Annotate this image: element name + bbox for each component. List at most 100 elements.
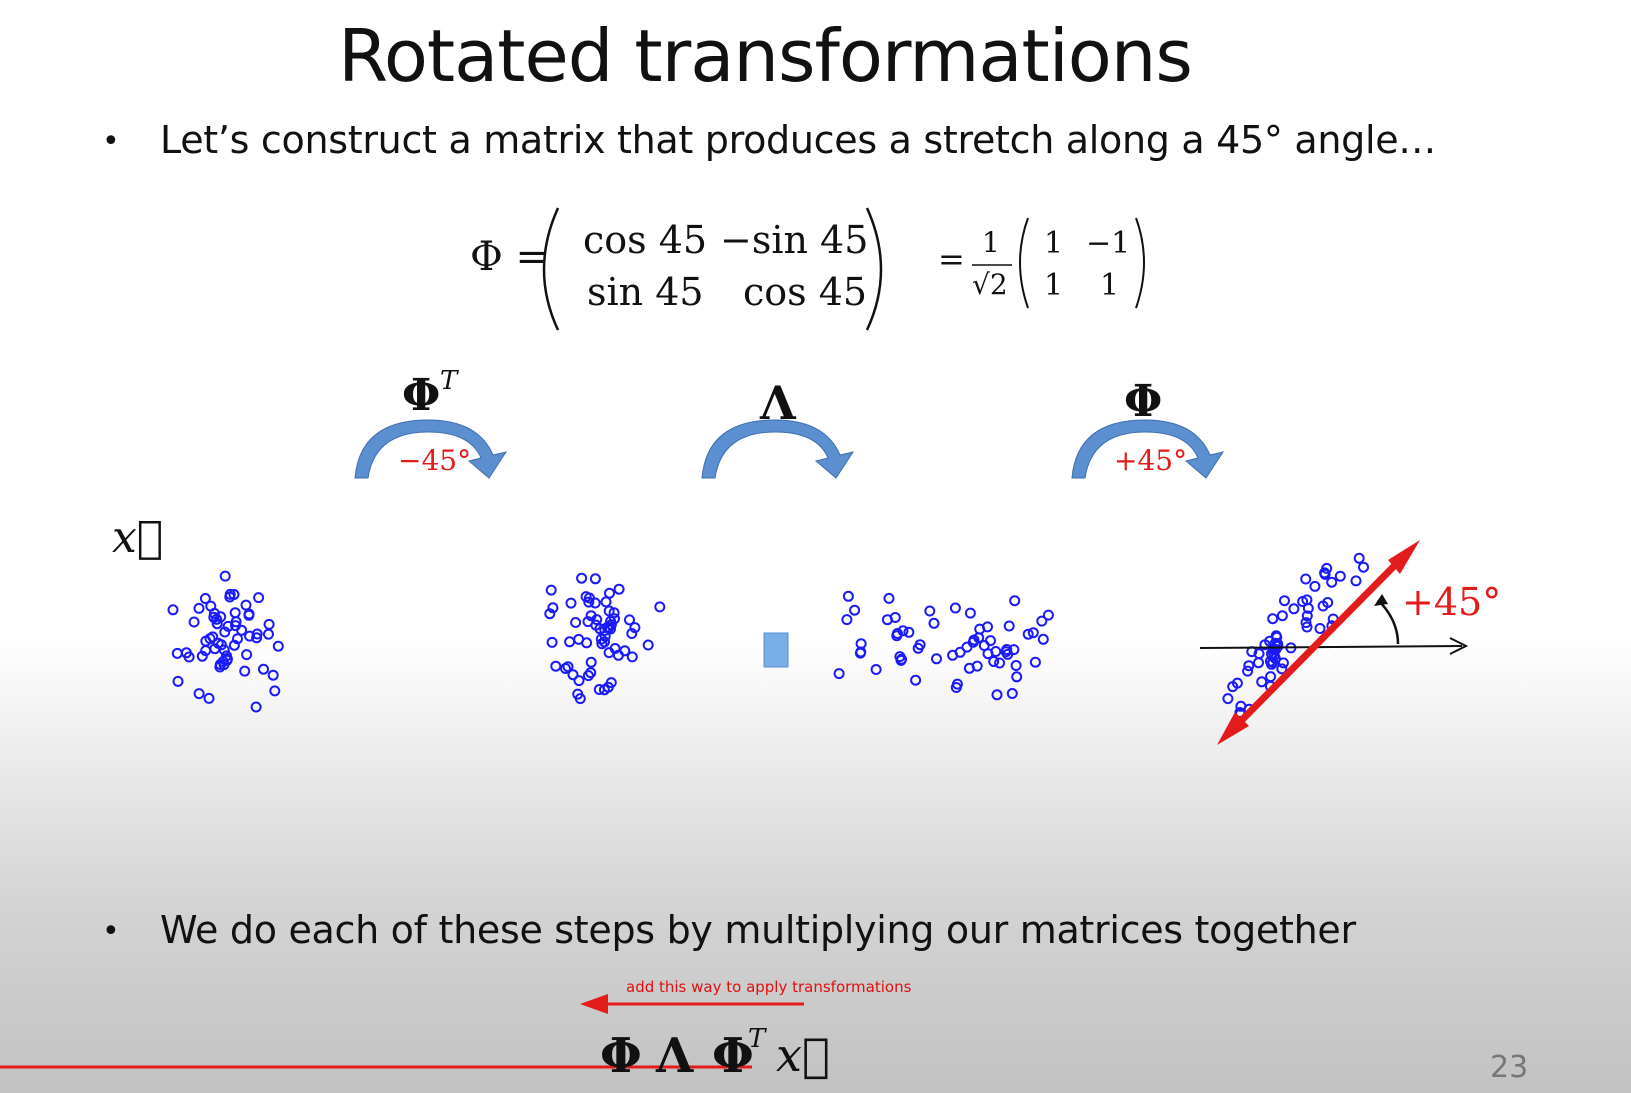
scatter-point	[604, 587, 615, 599]
scatter-point	[221, 653, 233, 665]
bullet-marker: •	[102, 914, 120, 949]
product-phi: Φ	[600, 1028, 642, 1084]
scatter-point	[1279, 595, 1290, 607]
scatter-point	[603, 605, 615, 617]
scatter-point	[219, 570, 231, 582]
scatter-point	[1276, 663, 1288, 675]
scatter-point	[1242, 665, 1254, 677]
scatter-point	[912, 642, 924, 654]
scatter-point	[1266, 649, 1278, 661]
scatter-point	[250, 701, 262, 713]
scatter-point	[594, 623, 606, 635]
scatter-point	[221, 650, 232, 662]
matrix2-cell-21: 1	[1044, 268, 1064, 303]
scatter-point	[991, 689, 1003, 701]
scatter-point	[903, 626, 915, 638]
scatter-point	[1277, 657, 1289, 669]
scatter-point	[208, 611, 220, 623]
scatter-point	[967, 636, 979, 648]
scatter-point	[914, 639, 926, 651]
scatter-point	[619, 645, 631, 657]
scatter-point	[1006, 688, 1018, 699]
scatter-point	[1297, 596, 1309, 607]
matrix2-cell-12: −1	[1086, 226, 1131, 261]
scatter-point	[207, 631, 219, 643]
scatter-point	[894, 651, 906, 663]
fraction-denominator: √2	[972, 268, 1008, 301]
scatter-point	[924, 605, 936, 617]
matrix2-cell-22: 1	[1100, 268, 1120, 303]
scatter-point	[928, 617, 940, 629]
scatter-point	[240, 599, 252, 611]
scatter-point	[1319, 568, 1331, 580]
scatter-point	[188, 616, 200, 628]
scatter-point	[1322, 597, 1334, 608]
scatter-point	[1266, 658, 1277, 670]
scatter-point	[253, 592, 265, 604]
scatter-point	[230, 620, 241, 632]
scatter-point	[204, 633, 216, 645]
angle-label-minus45: −45°	[398, 444, 472, 477]
scatter-point	[574, 693, 586, 705]
scatter-plot-rotated-minus45	[544, 572, 666, 705]
scatter-point	[221, 654, 233, 666]
scatter-point	[1269, 637, 1281, 649]
scatter-point	[203, 692, 215, 704]
scatter-point	[1222, 693, 1234, 705]
scatter-point	[891, 630, 903, 642]
scatter-point	[171, 647, 183, 659]
scatter-point	[833, 668, 845, 680]
scatter-point	[1231, 677, 1243, 689]
scatter-point	[215, 639, 227, 651]
scatter-point	[1353, 552, 1365, 564]
bullet-marker: •	[102, 124, 120, 159]
scatter-point	[582, 616, 594, 628]
scatter-point	[982, 621, 993, 633]
scatter-point	[963, 662, 975, 674]
scatter-point	[211, 618, 223, 630]
scatter-point	[896, 653, 907, 665]
scatter-point	[172, 675, 184, 687]
scatter-point	[222, 620, 234, 632]
scatter-point	[1268, 643, 1280, 655]
scatter-point	[560, 663, 571, 674]
scatter-point	[580, 591, 592, 603]
scatter-point	[1002, 648, 1014, 660]
scatter-point	[1319, 567, 1331, 579]
scatter-point	[870, 664, 882, 675]
scatter-plot-stretched	[833, 590, 1054, 701]
scatter-point	[263, 618, 275, 630]
lambda-square-marker	[763, 632, 789, 668]
scatter-point	[968, 634, 980, 646]
step-label-lambda: Λ	[760, 376, 796, 430]
scatter-point	[1301, 621, 1313, 633]
scatter-point	[1300, 617, 1312, 629]
scatter-point	[1317, 600, 1329, 612]
scatter-point	[603, 622, 615, 634]
scatter-point	[1301, 594, 1313, 606]
scatter-point	[961, 641, 973, 653]
scatter-point	[1264, 635, 1276, 647]
scatter-point	[1302, 602, 1314, 614]
scatter-point	[994, 657, 1006, 669]
scatter-point	[892, 628, 903, 639]
scatter-point	[883, 592, 895, 604]
scatter-point	[608, 607, 620, 619]
scatter-point	[629, 622, 641, 634]
step-label-phi: Φ	[1124, 376, 1163, 427]
scatter-point	[596, 638, 608, 650]
scatter-point	[599, 630, 611, 642]
scatter-point	[1235, 700, 1247, 712]
scatter-point	[947, 649, 959, 661]
matrix-cell-12: −sin 45	[720, 218, 869, 262]
scatter-point	[1265, 671, 1277, 683]
scatter-point	[590, 619, 602, 631]
scatter-point	[1272, 638, 1284, 650]
scatter-point	[603, 647, 615, 659]
scatter-point	[931, 653, 942, 665]
angle-label-plus45: +45°	[1114, 444, 1188, 477]
scatter-point	[1235, 708, 1246, 720]
scatter-point	[243, 608, 255, 620]
scatter-point	[1264, 680, 1276, 692]
scatter-point	[982, 648, 994, 660]
